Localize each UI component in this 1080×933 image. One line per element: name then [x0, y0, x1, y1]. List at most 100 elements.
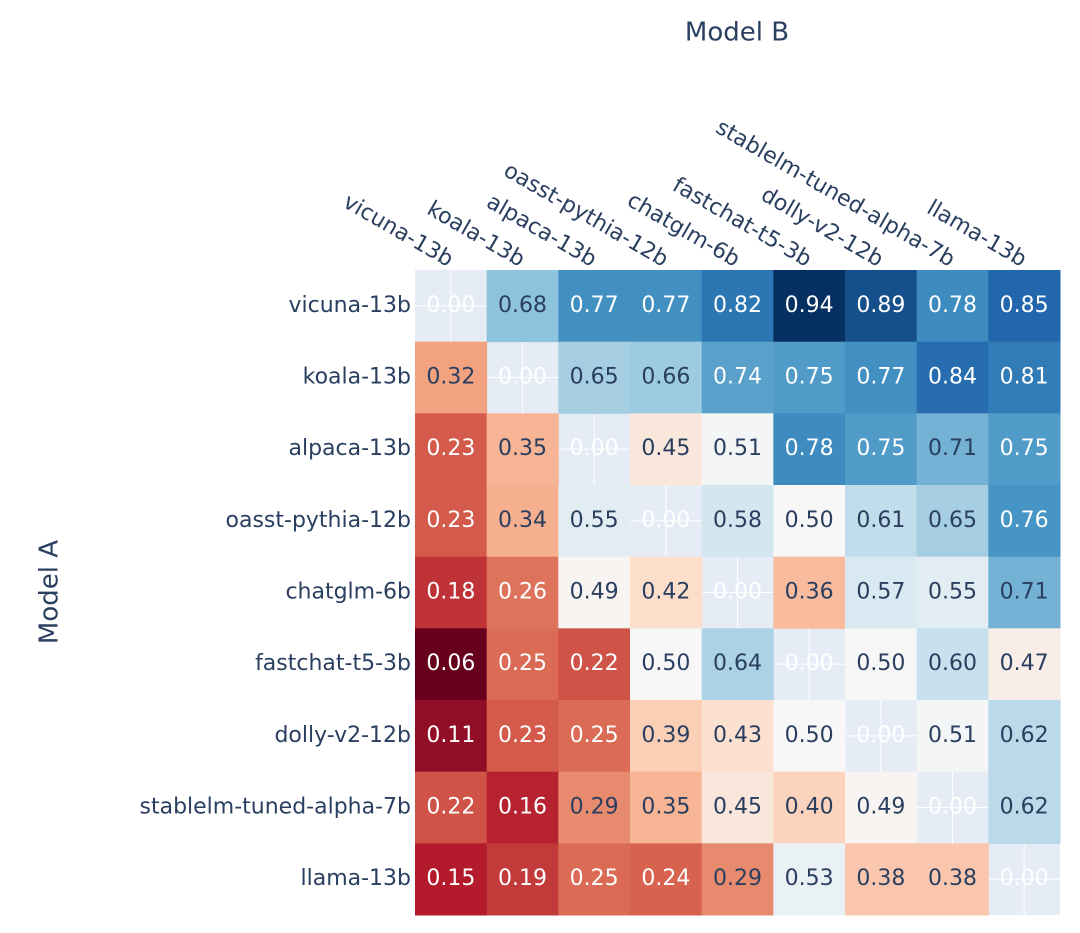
heatmap-cell [773, 413, 846, 486]
cell-label: 0.55 [570, 508, 619, 533]
cell-label: 0.62 [1000, 723, 1049, 748]
cell-label: 0.64 [713, 651, 762, 676]
cell-label: 0.65 [928, 508, 977, 533]
heatmap-cell [701, 413, 774, 486]
cell-label: 0.35 [641, 795, 690, 820]
heatmap-cell [773, 556, 846, 629]
x-axis-title: Model B [685, 18, 789, 48]
y-tick-label: alpaca-13b [288, 436, 411, 461]
heatmap-cell [486, 413, 559, 486]
heatmap-cell [486, 700, 559, 773]
heatmap-cell [845, 771, 918, 844]
heatmap-cell [916, 485, 989, 558]
cell-label: 0.24 [641, 866, 690, 891]
y-tick-label: chatglm-6b [285, 580, 411, 605]
cell-label: 0.78 [785, 436, 834, 461]
cell-label: 0.00 [1000, 866, 1049, 891]
cell-label: 0.77 [856, 365, 905, 390]
cell-label: 0.00 [641, 508, 690, 533]
cell-label: 0.22 [426, 795, 475, 820]
cell-label: 0.35 [498, 436, 547, 461]
cell-label: 0.36 [785, 580, 834, 605]
heatmap-cell [415, 843, 488, 916]
heatmap-cell [988, 771, 1061, 844]
heatmap-cell [415, 413, 488, 486]
cell-label: 0.25 [570, 723, 619, 748]
cell-label: 0.43 [713, 723, 762, 748]
cell-label: 0.16 [498, 795, 547, 820]
heatmap-cell [988, 700, 1061, 773]
y-tick-label: oasst-pythia-12b [226, 508, 411, 533]
heatmap-cell [701, 341, 774, 414]
heatmap-cell [415, 771, 488, 844]
heatmap-cell [773, 341, 846, 414]
cell-label: 0.51 [713, 436, 762, 461]
heatmap-cell [845, 413, 918, 486]
cell-label: 0.94 [785, 293, 834, 318]
cell-label: 0.23 [426, 508, 475, 533]
heatmap-cell [558, 843, 631, 916]
heatmap-cell [845, 341, 918, 414]
heatmap-cell [558, 341, 631, 414]
cell-label: 0.62 [1000, 795, 1049, 820]
heatmap-cell [415, 485, 488, 558]
heatmap-cell [630, 556, 703, 629]
cell-label: 0.47 [1000, 651, 1049, 676]
cell-label: 0.53 [785, 866, 834, 891]
cell-label: 0.39 [641, 723, 690, 748]
cell-label: 0.50 [641, 651, 690, 676]
cell-label: 0.78 [928, 293, 977, 318]
y-tick-label: fastchat-t5-3b [255, 651, 411, 676]
cell-label: 0.00 [570, 436, 619, 461]
cell-label: 0.00 [785, 651, 834, 676]
cell-label: 0.71 [1000, 580, 1049, 605]
cell-label: 0.61 [856, 508, 905, 533]
heatmap-cell [558, 771, 631, 844]
cell-label: 0.75 [1000, 436, 1049, 461]
heatmap-cell [988, 413, 1061, 486]
heatmap-cell [486, 771, 559, 844]
cell-label: 0.06 [426, 651, 475, 676]
heatmap-cell [415, 700, 488, 773]
heatmap-cell [845, 270, 918, 343]
cell-label: 0.00 [713, 580, 762, 605]
y-tick-label: llama-13b [300, 866, 411, 891]
cell-label: 0.75 [785, 365, 834, 390]
cell-label: 0.23 [426, 436, 475, 461]
cell-label: 0.50 [785, 508, 834, 533]
heatmap-cell [988, 341, 1061, 414]
cell-label: 0.34 [498, 508, 547, 533]
heatmap-cell [486, 628, 559, 701]
cell-label: 0.25 [570, 866, 619, 891]
heatmap-cell [486, 556, 559, 629]
heatmap-cell [701, 700, 774, 773]
heatmap-cell [916, 843, 989, 916]
heatmap-cell [701, 843, 774, 916]
heatmap-cell [773, 485, 846, 558]
y-tick-label: dolly-v2-12b [274, 723, 411, 748]
heatmap-cell [415, 341, 488, 414]
cell-label: 0.89 [856, 293, 905, 318]
heatmap-cell [773, 270, 846, 343]
heatmap-cell [558, 700, 631, 773]
y-tick-label: stablelm-tuned-alpha-7b [140, 795, 412, 820]
y-axis-title: Model A [35, 540, 65, 644]
heatmap-cell [701, 485, 774, 558]
heatmap-cell [701, 771, 774, 844]
cell-label: 0.40 [785, 795, 834, 820]
heatmap-cell [773, 843, 846, 916]
cell-label: 0.58 [713, 508, 762, 533]
heatmap-cell [558, 270, 631, 343]
heatmap-cell [630, 270, 703, 343]
cell-label: 0.22 [570, 651, 619, 676]
heatmap-cell [988, 270, 1061, 343]
heatmap-cell [701, 628, 774, 701]
cell-label: 0.49 [570, 580, 619, 605]
cell-label: 0.45 [641, 436, 690, 461]
heatmap-cell [916, 270, 989, 343]
cell-label: 0.76 [1000, 508, 1049, 533]
heatmap-cell [415, 556, 488, 629]
cell-label: 0.81 [1000, 365, 1049, 390]
cell-label: 0.65 [570, 365, 619, 390]
heatmap-cell [630, 628, 703, 701]
